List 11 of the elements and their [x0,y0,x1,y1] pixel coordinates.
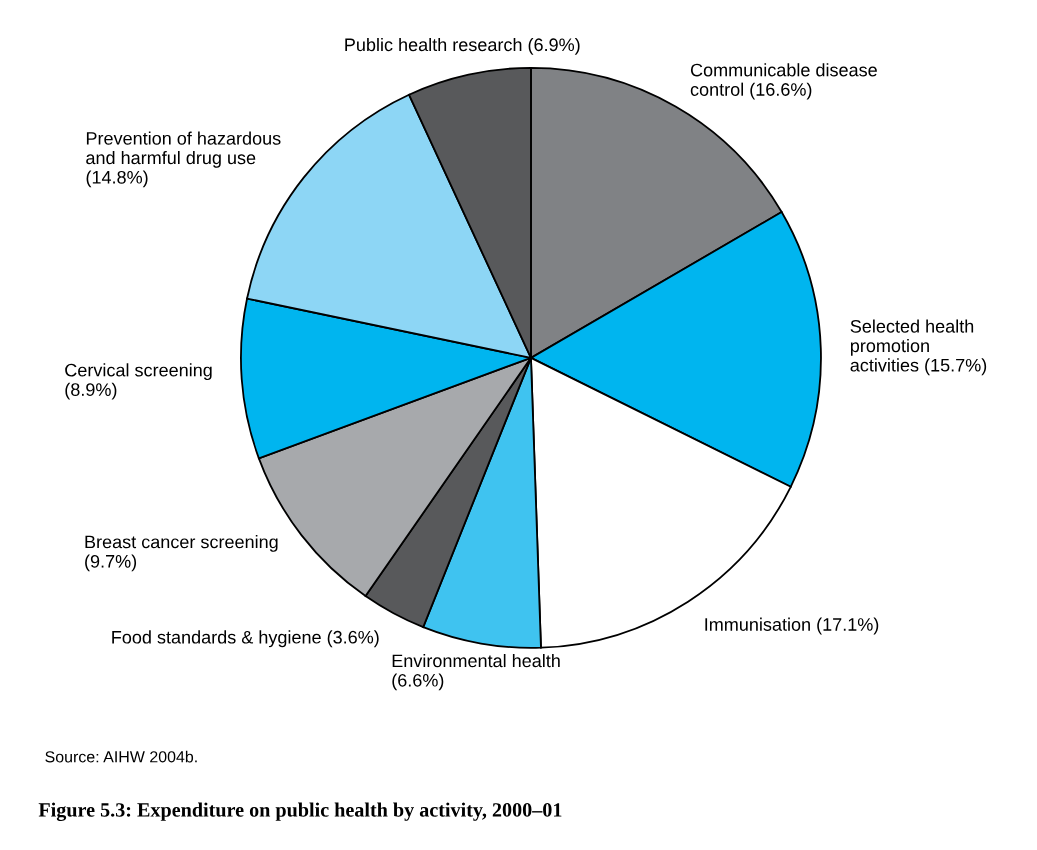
slice-label: Cervical screening (8.9%) [65,363,212,400]
slice-label: Public health research (6.9%) [345,37,580,55]
slice-label: Selected health promotion activities (15.7%) [850,319,987,376]
text: Figure 5.3: Expenditure on public health by activity, 2000–01 [38,802,562,821]
slice-label: Breast cancer screening (9.7%) [85,535,278,572]
slice-label: Immunisation (17.1%) [705,617,879,635]
slice-label: Environmental health (6.6%) [392,653,560,691]
slice-label: Prevention of hazardous and harmful drug use (14.8%) [86,131,281,188]
source-note: Source: AIHW 2004b. [45,750,197,763]
slice-label: Food standards & hygiene (3.6%) [112,630,379,648]
slice-label: Communicable disease control (16.6%) [690,63,877,100]
